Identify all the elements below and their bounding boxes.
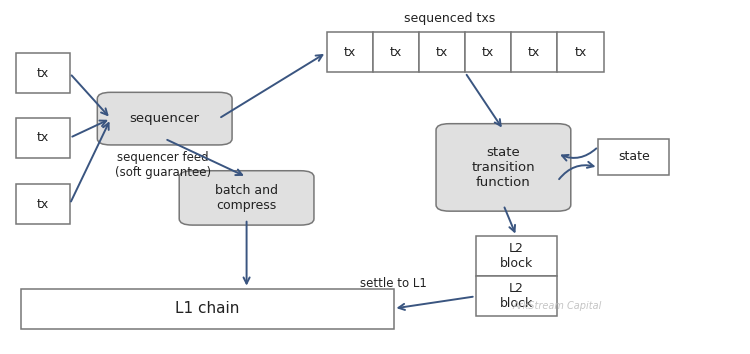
Bar	[16, 118, 70, 158]
Text: tx: tx	[37, 67, 49, 80]
Text: settle to L1: settle to L1	[360, 277, 427, 290]
Text: tx: tx	[528, 46, 541, 59]
Text: tx: tx	[436, 46, 448, 59]
Text: L2
block: L2 block	[500, 242, 533, 270]
Text: tx: tx	[37, 198, 49, 211]
Text: tx: tx	[37, 131, 49, 144]
Text: sequencer feed
(soft guarantee): sequencer feed (soft guarantee)	[115, 151, 211, 179]
Bar	[465, 33, 512, 73]
Text: state
transition
function: state transition function	[472, 146, 536, 189]
FancyBboxPatch shape	[98, 92, 232, 145]
Bar	[419, 33, 465, 73]
FancyBboxPatch shape	[436, 124, 571, 211]
Text: L1 chain: L1 chain	[176, 301, 240, 316]
Bar	[512, 33, 557, 73]
Bar	[598, 139, 669, 175]
Text: L2
block: L2 block	[500, 282, 533, 310]
FancyBboxPatch shape	[179, 171, 314, 225]
Bar	[16, 53, 70, 93]
Bar	[326, 33, 373, 73]
Bar	[476, 276, 557, 316]
Bar	[373, 33, 419, 73]
Text: tx: tx	[574, 46, 586, 59]
Text: tx: tx	[390, 46, 402, 59]
Text: tx: tx	[482, 46, 494, 59]
Text: tx: tx	[344, 46, 355, 59]
Text: state: state	[618, 150, 650, 164]
Bar	[476, 236, 557, 276]
Text: sequenced txs: sequenced txs	[404, 12, 495, 25]
Text: batch and
compress: batch and compress	[215, 184, 278, 212]
Text: sequencer: sequencer	[130, 112, 200, 125]
Text: ArkStream Capital: ArkStream Capital	[513, 301, 602, 311]
Bar	[16, 184, 70, 224]
Bar	[22, 289, 394, 329]
Bar	[557, 33, 604, 73]
